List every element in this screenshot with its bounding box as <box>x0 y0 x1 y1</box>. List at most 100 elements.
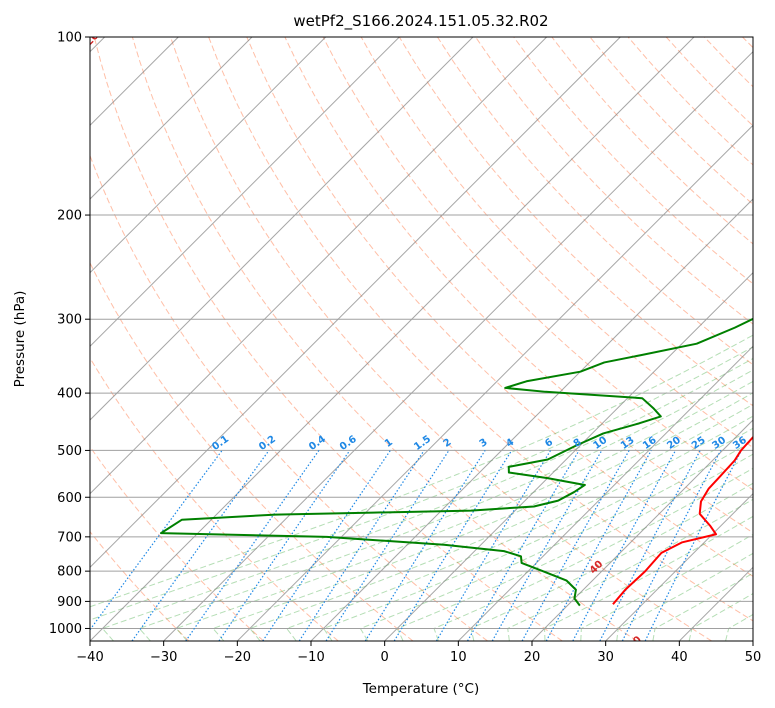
dry-adiabat-line <box>131 37 638 641</box>
moist-adiabat-line <box>212 392 753 641</box>
isotherm-line <box>90 37 400 348</box>
isotherm-line <box>90 37 327 274</box>
mixing-ratio-line <box>599 450 701 641</box>
moist-adiabat-line <box>507 498 753 641</box>
dry-adiabat-line <box>398 37 753 407</box>
isotherm-line <box>90 37 253 200</box>
isotherm-line <box>236 124 753 641</box>
dry-adiabat-line <box>93 37 563 641</box>
moist-adiabat-line <box>90 334 753 608</box>
dry-adiabat-line <box>246 37 753 577</box>
isotherm-line <box>752 640 753 641</box>
y-tick-label: 800 <box>57 565 82 580</box>
mixing-ratio-label: 1 <box>383 437 395 450</box>
moist-adiabat-line <box>470 482 753 641</box>
moist-adiabat-line <box>688 592 753 641</box>
moist-adiabat-line <box>580 533 753 641</box>
moist-adiabat-line <box>359 440 753 641</box>
x-tick-label: −10 <box>297 650 324 665</box>
x-tick-label: 20 <box>524 650 541 665</box>
y-tick-label: 400 <box>57 387 82 402</box>
isotherm-line <box>310 198 753 641</box>
mixing-ratio-line <box>644 450 743 641</box>
dry-adiabat-line <box>513 37 753 285</box>
y-tick-label: 300 <box>57 313 82 328</box>
x-tick-label: 0 <box>381 650 389 665</box>
dry-adiabat-line <box>437 37 753 366</box>
moist-adiabat-line <box>544 515 753 641</box>
line-labels: 0.10.20.40.611.52346810131620253036-100-… <box>10 30 749 652</box>
x-tick-label: 10 <box>450 650 467 665</box>
dry-adiabat-line <box>665 37 753 127</box>
y-tick-label: 200 <box>57 209 82 224</box>
y-tick-label: 700 <box>57 530 82 545</box>
mixing-ratio-label: 16 <box>641 435 659 452</box>
dry-adiabat-line <box>703 37 753 88</box>
y-tick-label: 600 <box>57 491 82 506</box>
mixing-ratio-line <box>298 450 425 641</box>
dry-adiabat-line <box>551 37 753 245</box>
dry-adiabat-label: 0 <box>10 33 23 46</box>
mixing-ratio-line <box>572 450 677 641</box>
x-tick-label: 40 <box>671 650 688 665</box>
y-axis-label: Pressure (hPa) <box>12 291 28 388</box>
isotherm-line <box>90 37 474 421</box>
isotherm-line <box>457 345 753 641</box>
moist-adiabat-line <box>285 415 753 641</box>
isotherm-line <box>605 492 753 641</box>
mixing-ratio-line <box>545 450 652 641</box>
moist-adiabat-line <box>175 380 753 641</box>
dry-adiabat-label: 30 <box>626 634 644 652</box>
dry-adiabat-line <box>90 261 414 641</box>
mixing-ratio-line <box>393 450 513 641</box>
x-tick-label: −30 <box>150 650 177 665</box>
mixing-ratio-label: 36 <box>731 435 749 452</box>
mixing-ratio-line <box>364 450 486 641</box>
y-tick-label: 1000 <box>49 622 82 637</box>
moist-adiabat-line <box>101 357 753 641</box>
x-tick-label: 30 <box>597 650 614 665</box>
dry-adiabat-line <box>208 37 753 622</box>
isotherm-line <box>531 419 753 641</box>
dry-adiabat-line <box>475 37 753 325</box>
isotherm-line <box>384 271 753 641</box>
plot-frame <box>89 36 754 642</box>
dry-adiabat-label: 20 <box>84 30 102 48</box>
dry-adiabat-line <box>90 530 190 641</box>
moist-adiabat-line <box>616 552 753 641</box>
mixing-ratio-label: 13 <box>619 435 637 452</box>
chart-title: wetPf2_S166.2024.151.05.32.R02 <box>293 12 548 31</box>
dry-adiabat-line <box>589 37 753 205</box>
mixing-ratio-label: 20 <box>665 435 683 452</box>
moist-adiabat-line <box>652 572 753 641</box>
x-axis-label: Temperature (°C) <box>362 681 480 697</box>
moist-adiabat-line <box>90 346 753 621</box>
y-tick-label: 900 <box>57 595 82 610</box>
isotherm-line <box>163 50 753 641</box>
mixing-ratio-label: 6 <box>543 437 555 450</box>
y-tick-label: 100 <box>57 31 82 46</box>
dry-adiabat-label: 40 <box>588 559 606 577</box>
mixing-ratio-label: 30 <box>710 435 728 452</box>
mixing-ratio-line <box>466 450 580 641</box>
mixing-ratio-line <box>218 450 351 641</box>
mixing-ratio-line <box>90 450 223 631</box>
x-tick-label: −20 <box>224 650 251 665</box>
dry-adiabat-line <box>360 37 753 449</box>
isotherm-line <box>90 37 621 569</box>
mixing-ratio-line <box>131 450 270 641</box>
moist-adiabat-line <box>396 453 753 641</box>
dewpoint-profile <box>160 317 753 607</box>
dry-adiabat-line <box>90 445 264 641</box>
plot-area <box>90 37 753 641</box>
isotherm-line <box>90 37 695 641</box>
dry-adiabat-line <box>284 37 753 534</box>
x-tick-label: 50 <box>745 650 762 665</box>
isotherm-line <box>90 37 548 495</box>
mixing-ratio-label: 4 <box>504 437 516 450</box>
dry-adiabat-line <box>742 37 753 49</box>
mixing-ratio-line <box>185 450 320 641</box>
mixing-ratio-label: 3 <box>478 437 490 450</box>
